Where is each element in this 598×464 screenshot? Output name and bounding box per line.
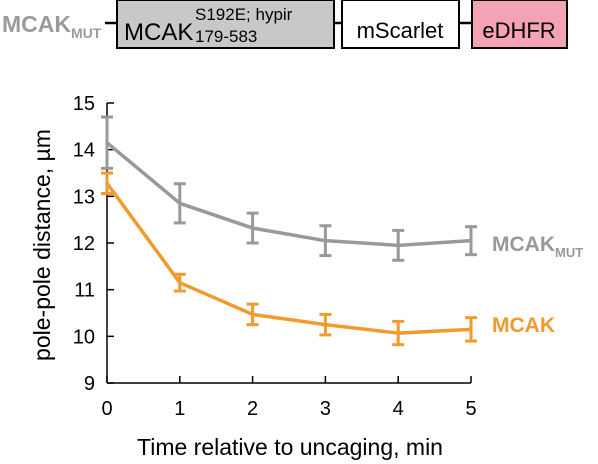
mcak-domain-sub: 179-583 bbox=[195, 27, 257, 46]
y-tick-label: 14 bbox=[73, 140, 95, 162]
series-line bbox=[105, 141, 472, 248]
series-line bbox=[105, 182, 472, 335]
series-layer bbox=[101, 115, 477, 347]
x-tick-label: 4 bbox=[393, 398, 404, 420]
construct-label-sub: MUT bbox=[71, 25, 102, 41]
series-mcak-mut bbox=[101, 115, 477, 262]
series-label-mcak-mut-main: MCAK bbox=[492, 233, 555, 256]
construct-label: MCAKMUT bbox=[2, 11, 102, 41]
construct-label-main: MCAK bbox=[2, 11, 71, 37]
y-tick-label: 11 bbox=[74, 280, 95, 302]
y-tick-label: 10 bbox=[73, 326, 95, 348]
x-tick-label: 0 bbox=[101, 398, 112, 420]
mscarlet-domain-box bbox=[341, 0, 460, 49]
series-label-mcak-mut-sub: MUT bbox=[555, 245, 583, 260]
y-tick-label: 13 bbox=[73, 186, 95, 208]
x-ticks: 0 1 2 3 4 5 bbox=[101, 376, 477, 420]
y-ticks: 9 10 11 12 13 14 15 bbox=[73, 93, 114, 395]
x-tick-label: 5 bbox=[465, 398, 476, 420]
construct-diagram: MCAKMUT MCAK S192E; hypir 179-583 mScarl… bbox=[2, 0, 568, 49]
y-tick-label: 15 bbox=[73, 93, 95, 115]
x-tick-label: 3 bbox=[320, 398, 331, 420]
x-tick-label: 1 bbox=[174, 398, 185, 420]
mscarlet-domain-label: mScarlet bbox=[357, 18, 444, 43]
y-tick-label: 9 bbox=[84, 373, 95, 395]
x-tick-label: 2 bbox=[247, 398, 258, 420]
series-mcak bbox=[101, 171, 477, 347]
x-axis-label: Time relative to uncaging, min bbox=[137, 434, 443, 460]
y-tick-label: 12 bbox=[73, 233, 95, 255]
edhfr-domain-box bbox=[471, 0, 568, 49]
series-label-mcak-mut: MCAKMUT bbox=[492, 233, 583, 260]
series-label-mcak: MCAK bbox=[492, 314, 555, 337]
edhfr-domain-label: eDHFR bbox=[482, 18, 555, 43]
mcak-domain-label: MCAK bbox=[124, 19, 193, 46]
mcak-domain-sup: S192E; hypir bbox=[195, 5, 293, 24]
y-axis-label: pole-pole distance, µm bbox=[29, 129, 55, 361]
